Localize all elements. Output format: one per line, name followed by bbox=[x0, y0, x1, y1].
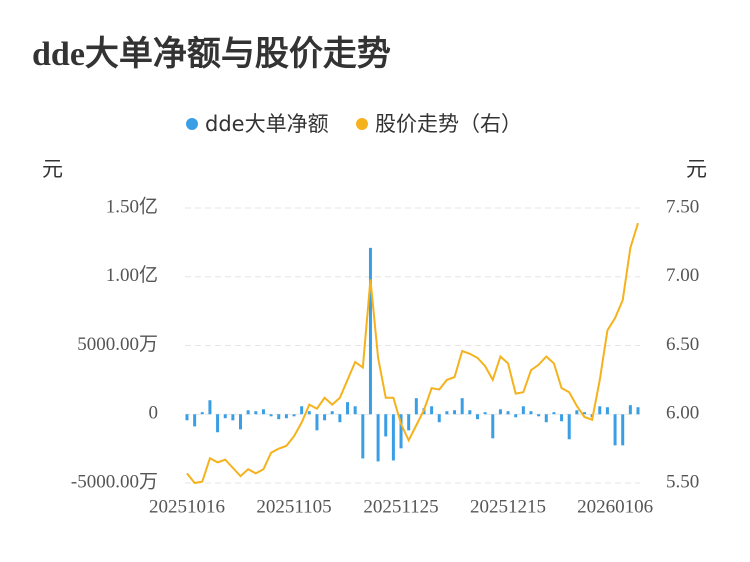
bar bbox=[292, 414, 296, 417]
bar bbox=[567, 414, 571, 440]
bar bbox=[239, 414, 243, 430]
price-line bbox=[186, 222, 639, 485]
bar bbox=[185, 414, 189, 421]
bar bbox=[361, 414, 365, 459]
y-tick-label: 1.50亿 bbox=[106, 195, 158, 217]
bar bbox=[483, 412, 487, 415]
bar bbox=[200, 412, 204, 415]
bar bbox=[368, 247, 372, 415]
bar bbox=[445, 411, 449, 415]
y-tick-label: 0 bbox=[149, 403, 159, 424]
bar bbox=[475, 414, 479, 420]
bar bbox=[246, 410, 250, 415]
y-tick-label: 1.00亿 bbox=[106, 264, 158, 286]
bar bbox=[384, 414, 388, 437]
legend-label: dde大单净额 bbox=[205, 112, 329, 136]
y-tick-label: 5000.00万 bbox=[77, 334, 158, 355]
bar bbox=[376, 414, 380, 462]
bar bbox=[582, 412, 586, 415]
bar bbox=[208, 400, 212, 415]
bar bbox=[613, 414, 617, 446]
y2-tick-label: 5.50 bbox=[666, 471, 699, 492]
bar bbox=[529, 411, 533, 415]
y2-tick-label: 7.00 bbox=[666, 265, 699, 286]
bar bbox=[598, 406, 602, 415]
bar bbox=[544, 414, 548, 423]
bar bbox=[338, 414, 342, 423]
bar bbox=[514, 414, 518, 418]
legend-marker bbox=[186, 118, 198, 130]
bar bbox=[261, 409, 265, 415]
bar bbox=[628, 405, 632, 415]
bar bbox=[521, 406, 525, 415]
bar bbox=[575, 410, 579, 415]
bar bbox=[437, 414, 441, 423]
y-axis-label: 元 bbox=[42, 157, 63, 181]
bar bbox=[460, 398, 464, 415]
x-tick-label: 20251215 bbox=[470, 496, 546, 517]
bar bbox=[223, 414, 227, 419]
x-tick-label: 20260106 bbox=[577, 496, 653, 517]
bar bbox=[193, 414, 197, 427]
bar bbox=[284, 414, 288, 419]
bar bbox=[216, 414, 220, 433]
bar bbox=[346, 402, 350, 415]
bar bbox=[636, 407, 640, 415]
bar bbox=[453, 410, 457, 415]
bar bbox=[353, 406, 357, 415]
x-tick-label: 20251105 bbox=[256, 496, 331, 517]
bar bbox=[399, 414, 403, 449]
bar bbox=[307, 411, 311, 415]
x-tick-label: 20251125 bbox=[363, 496, 438, 517]
bar bbox=[323, 414, 327, 421]
bar bbox=[330, 411, 334, 415]
bar bbox=[300, 406, 304, 415]
y2-axis-label: 元 bbox=[686, 157, 707, 181]
bar bbox=[537, 414, 541, 417]
bar bbox=[491, 414, 495, 439]
bar bbox=[407, 414, 411, 431]
bar bbox=[605, 407, 609, 415]
bar bbox=[315, 414, 319, 431]
bar bbox=[414, 398, 418, 415]
bar bbox=[277, 414, 281, 420]
legend-marker bbox=[356, 118, 368, 130]
y2-tick-label: 6.00 bbox=[666, 403, 699, 424]
bar bbox=[560, 414, 564, 422]
bar bbox=[506, 411, 510, 415]
legend-label: 股价走势（右） bbox=[375, 112, 522, 136]
y2-tick-label: 6.50 bbox=[666, 334, 699, 355]
chart-title: dde大单净额与股价走势 bbox=[32, 35, 391, 73]
bar bbox=[269, 414, 273, 417]
bar bbox=[254, 411, 258, 415]
y2-tick-label: 7.50 bbox=[666, 196, 699, 217]
x-tick-label: 20251016 bbox=[149, 496, 225, 517]
bar bbox=[231, 414, 235, 421]
bar bbox=[391, 414, 395, 461]
bar bbox=[552, 412, 556, 415]
y-tick-label: -5000.00万 bbox=[71, 471, 158, 492]
bar bbox=[498, 409, 502, 415]
bar bbox=[430, 406, 434, 415]
bar bbox=[621, 414, 625, 446]
bar bbox=[468, 410, 472, 415]
